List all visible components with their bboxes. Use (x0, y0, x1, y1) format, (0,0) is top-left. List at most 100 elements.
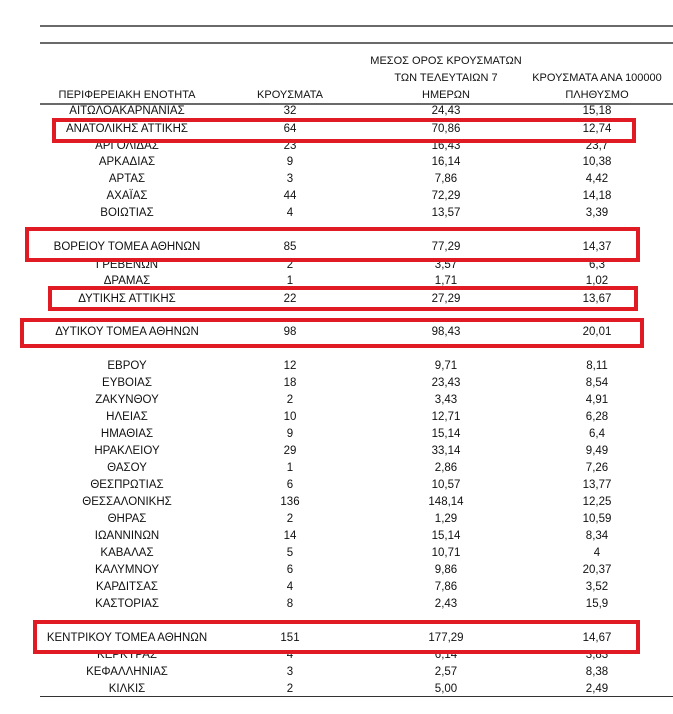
cell-per100k: 10,38 (582, 156, 612, 168)
cell-per100k: 6,4 (589, 428, 605, 440)
cell-name: ΑΝΑΤΟΛΙΚΗΣ ΑΤΤΙΚΗΣ (65, 123, 189, 135)
cell-avg7: 16,14 (431, 156, 461, 168)
cell-name: ΑΙΤΩΛΟΑΚΑΡΝΑΝΙΑΣ (69, 105, 185, 117)
cell-name: ΚΕΝΤΡΙΚΟΥ ΤΟΜΕΑ ΑΘΗΝΩΝ (46, 632, 208, 644)
cell-name: ΒΟΡΕΙΟΥ ΤΟΜΕΑ ΑΘΗΝΩΝ (53, 241, 201, 253)
cell-per100k: 3,39 (585, 207, 609, 219)
table-row: ΙΩΑΝΝΙΝΩΝ 14 15,14 8,34 (0, 529, 673, 543)
cell-cases: 4 (286, 207, 294, 219)
cell-cases: 12 (283, 360, 297, 372)
cell-cases: 29 (283, 445, 297, 457)
table-row: ΘΕΣΣΑΛΟΝΙΚΗΣ 136 148,14 12,25 (0, 495, 673, 509)
table-row: ΘΑΣΟΥ 1 2,86 7,26 (0, 461, 673, 475)
cell-name: ΚΑΣΤΟΡΙΑΣ (95, 598, 159, 610)
top-rule (40, 25, 673, 27)
cell-name: ΚΑΒΑΛΑΣ (100, 547, 154, 559)
cell-avg7: 12,71 (431, 411, 461, 423)
cell-cases: 14 (283, 530, 297, 542)
cell-avg7: 3,43 (434, 394, 458, 406)
cell-per100k: 23,7 (585, 140, 609, 152)
cell-cases: 98 (283, 326, 297, 338)
highlight-box (25, 227, 640, 262)
cell-cases: 23 (283, 140, 297, 152)
cell-per100k: 9,49 (585, 445, 609, 457)
cell-per100k: 20,37 (582, 564, 612, 576)
cell-avg7: 23,43 (431, 377, 461, 389)
cell-cases: 4 (286, 649, 294, 661)
cell-per100k: 8,34 (585, 530, 609, 542)
table-row: ΕΒΡΟΥ 12 9,71 8,11 (0, 359, 673, 373)
cell-cases: 8 (286, 598, 294, 610)
cell-name: ΕΒΡΟΥ (107, 360, 147, 372)
cell-avg7: 7,86 (434, 581, 458, 593)
cell-name: ΚΙΛΚΙΣ (108, 683, 146, 695)
cell-avg7: 15,14 (431, 428, 461, 440)
table-row: ΖΑΚΥΝΘΟΥ 2 3,43 4,91 (0, 393, 673, 407)
table-row: ΚΕΦΑΛΛΗΝΙΑΣ 3 2,57 8,38 (0, 665, 673, 679)
cell-name: ΗΡΑΚΛΕΙΟΥ (94, 445, 160, 457)
cell-cases: 10 (283, 411, 297, 423)
highlight-box (48, 286, 638, 311)
cell-cases: 5 (286, 547, 294, 559)
cell-per100k: 1,02 (585, 275, 609, 287)
cell-name: ΗΛΕΙΑΣ (106, 411, 148, 423)
cell-per100k: 14,18 (582, 190, 612, 202)
cell-name: ΓΡΕΒΕΝΩΝ (95, 259, 159, 271)
table-row: ΑΙΤΩΛΟΑΚΑΡΝΑΝΙΑΣ 32 24,43 15,18 (0, 104, 673, 118)
cell-cases: 136 (280, 496, 300, 508)
cell-per100k: 13,77 (582, 479, 612, 491)
cell-per100k: 12,25 (582, 496, 612, 508)
cell-avg7: 98,43 (431, 326, 461, 338)
cell-avg7: 7,86 (434, 173, 458, 185)
cell-cases: 9 (286, 428, 294, 440)
cell-name: ΘΕΣΠΡΩΤΙΑΣ (90, 479, 164, 491)
cell-cases: 18 (283, 377, 297, 389)
table-row: ΚΑΒΑΛΑΣ 5 10,71 4 (0, 546, 673, 560)
cell-per100k: 8,11 (586, 360, 608, 372)
cell-per100k: 13,67 (582, 293, 612, 305)
cell-per100k: 4 (593, 547, 601, 559)
cell-cases: 2 (286, 513, 294, 525)
table-row: ΑΡΤΑΣ 3 7,86 4,42 (0, 172, 673, 186)
header-avg7-line1: ΜΕΣΟΣ ΟΡΟΣ ΚΡΟΥΣΜΑΤΩΝ (370, 55, 522, 67)
highlight-box (52, 118, 636, 143)
table-row: ΗΡΑΚΛΕΙΟΥ 29 33,14 9,49 (0, 444, 673, 458)
cell-avg7: 3,57 (434, 259, 458, 271)
header-avg7-line2: ΤΩΝ ΤΕΛΕΥΤΑΙΩΝ 7 (394, 72, 498, 84)
cell-name: ΘΕΣΣΑΛΟΝΙΚΗΣ (82, 496, 172, 508)
table-row: ΓΡΕΒΕΝΩΝ 2 3,57 6,3 (0, 258, 673, 272)
header-cases: ΚΡΟΥΣΜΑΤΑ (257, 89, 323, 101)
cell-name: ΔΥΤΙΚΗΣ ΑΤΤΙΚΗΣ (78, 293, 176, 305)
cell-name: ΗΜΑΘΙΑΣ (100, 428, 154, 440)
table-row: ΚΑΛΥΜΝΟΥ 6 9,86 20,37 (0, 563, 673, 577)
table-row: ΗΜΑΘΙΑΣ 9 15,14 6,4 (0, 427, 673, 441)
cell-name: ΖΑΚΥΝΘΟΥ (95, 394, 159, 406)
header-region: ΠΕΡΙΦΕΡΕΙΑΚΗ ΕΝΟΤΗΤΑ (58, 89, 196, 101)
table-row: ΑΧΑΪΑΣ 44 72,29 14,18 (0, 189, 673, 203)
cell-per100k: 4,42 (585, 173, 609, 185)
cell-per100k: 15,18 (582, 105, 612, 117)
cell-cases: 44 (283, 190, 297, 202)
cell-name: ΔΡΑΜΑΣ (103, 275, 151, 287)
cell-avg7: 27,29 (431, 293, 461, 305)
table-row: ΒΟΡΕΙΟΥ ΤΟΜΕΑ ΑΘΗΝΩΝ 85 77,29 14,37 (0, 240, 673, 254)
cell-avg7: 2,86 (434, 462, 458, 474)
cell-per100k: 8,38 (585, 666, 609, 678)
header-per100k-line2: ΠΛΗΘΥΣΜΟ (565, 89, 629, 101)
cell-name: ΘΗΡΑΣ (107, 513, 147, 525)
cell-name: ΚΑΛΥΜΝΟΥ (95, 564, 159, 576)
cell-cases: 2 (286, 683, 294, 695)
cell-name: ΑΧΑΪΑΣ (106, 190, 148, 202)
table-row: ΕΥΒΟΙΑΣ 18 23,43 8,54 (0, 376, 673, 390)
table-row: ΑΡΚΑΔΙΑΣ 9 16,14 10,38 (0, 155, 673, 169)
highlight-box (20, 318, 644, 348)
cell-per100k: 14,37 (582, 241, 612, 253)
cell-per100k: 8,54 (585, 377, 609, 389)
cell-name: ΑΡΓΟΛΙΔΑΣ (95, 140, 159, 152)
cell-per100k: 20,01 (582, 326, 612, 338)
cell-per100k: 3,52 (585, 581, 609, 593)
cell-avg7: 13,57 (431, 207, 461, 219)
cell-per100k: 4,91 (585, 394, 609, 406)
cell-avg7: 9,71 (434, 360, 458, 372)
table-row: ΘΗΡΑΣ 2 1,29 10,59 (0, 512, 673, 526)
